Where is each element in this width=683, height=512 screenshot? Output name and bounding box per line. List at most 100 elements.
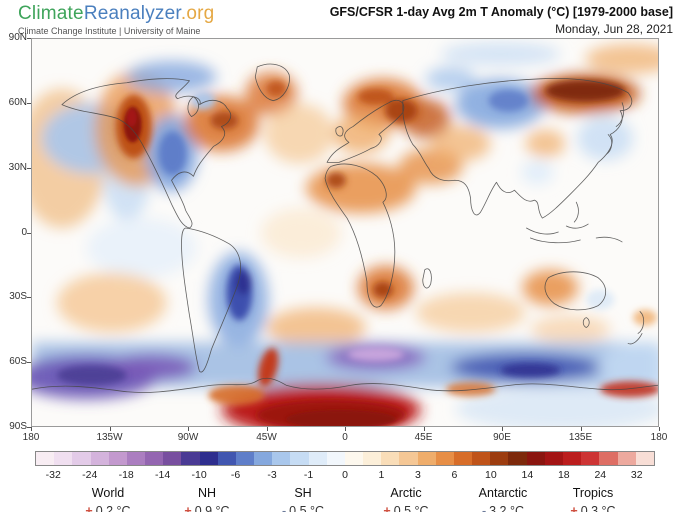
colorbar-segment (581, 452, 600, 465)
colorbar-segment (435, 452, 454, 465)
lon-axis-label: 90E (493, 432, 511, 443)
lat-axis-label: 0 (21, 226, 27, 238)
lon-axis-label: 45W (256, 432, 277, 443)
colorbar-segment (562, 452, 582, 465)
stat-anomaly-value: +0.2 °C (85, 504, 130, 512)
lon-axis-label: 0 (342, 432, 348, 443)
colorbar-segment (217, 452, 236, 465)
colorbar-tick-label: -32 (45, 469, 61, 481)
colorbar-tick-label: -3 (267, 469, 277, 481)
stat-anomaly-sign: + (184, 504, 192, 512)
lat-axis-label: 90N (8, 32, 27, 43)
colorbar-segment (526, 452, 545, 465)
lon-axis-tick (188, 427, 189, 431)
stat-anomaly-number: 0.2 °C (95, 504, 131, 512)
stat-item: Arctic +0.5 °C (383, 486, 428, 512)
lon-axis-label: 180 (22, 432, 40, 443)
colorbar-segment (272, 452, 291, 465)
logo-part-org: .org (180, 3, 215, 24)
colorbar-segment (599, 452, 618, 465)
colorbar-segment (199, 452, 218, 465)
colorbar-tick-label: 24 (594, 469, 607, 481)
lon-axis-tick (580, 427, 582, 431)
lat-axis-label: 30N (8, 161, 27, 173)
lon-axis-tick (266, 427, 268, 431)
colorbar-tick-label: 18 (557, 469, 570, 481)
colorbar-tick-label: -24 (82, 469, 98, 481)
lat-axis-label: 60S (9, 356, 27, 368)
colorbar-segment (381, 452, 400, 465)
colorbar (35, 451, 655, 466)
colorbar-segment (417, 452, 436, 465)
colorbar-tick-label: 32 (630, 469, 643, 481)
stat-anomaly-number: 0.5 °C (393, 504, 429, 512)
stat-anomaly-value: -0.5 °C (282, 504, 324, 512)
colorbar-segment (254, 452, 273, 465)
lat-axis-label: 90S (9, 421, 27, 432)
lat-axis-tick (27, 297, 31, 299)
lon-axis-tick (345, 427, 346, 431)
colorbar-tick-label: -18 (118, 469, 134, 481)
world-anomaly-map (32, 39, 658, 426)
colorbar-segment (453, 452, 473, 465)
colorbar-tick-label: -1 (303, 469, 314, 481)
lat-axis-tick (27, 362, 31, 364)
stat-item: Tropics +0.3 °C (570, 486, 615, 512)
lon-axis-tick (659, 427, 660, 431)
colorbar-segment (544, 452, 563, 465)
lat-axis-tick (27, 427, 31, 428)
lon-axis-label: 90W (177, 432, 199, 443)
map-frame (31, 38, 659, 427)
colorbar-segment (163, 452, 182, 465)
lat-axis-label: 60N (8, 96, 27, 108)
chart-date: Monday, Jun 28, 2021 (555, 22, 673, 36)
colorbar-segment (54, 452, 73, 465)
stat-anomaly-sign: - (481, 504, 487, 512)
colorbar-segment (90, 452, 109, 465)
stat-region-label: World (91, 486, 125, 500)
lon-axis-label: 135W (96, 432, 123, 443)
colorbar-segment (181, 452, 200, 465)
colorbar-tick-label: -6 (230, 469, 241, 481)
site-logo-text: ClimateReanalyzer.org (18, 3, 214, 25)
colorbar-tick-label: -14 (155, 469, 171, 481)
stat-anomaly-sign: - (281, 504, 287, 512)
stat-anomaly-sign: + (85, 504, 93, 512)
stat-region-label: Arctic (390, 486, 422, 500)
stat-anomaly-number: 0.3 °C (580, 504, 616, 512)
stat-anomaly-value: +0.9 °C (184, 504, 229, 512)
colorbar-segment (399, 452, 418, 465)
colorbar-segment (472, 452, 491, 465)
coastlines (32, 63, 658, 393)
stat-item: NH +0.9 °C (184, 486, 229, 512)
colorbar-tick-label: -10 (191, 469, 207, 481)
colorbar-segment (36, 452, 55, 465)
colorbar-tick-label: 6 (451, 469, 458, 481)
lat-axis-tick (27, 167, 31, 169)
stat-region-label: NH (197, 486, 217, 500)
stat-region-label: Tropics (572, 486, 614, 500)
lon-axis-tick (502, 427, 503, 431)
logo-part-reanalyzer: Reanalyzer (83, 3, 181, 24)
colorbar-segment (145, 452, 164, 465)
stat-item: World +0.2 °C (85, 486, 130, 512)
lon-axis-label: 45E (414, 432, 433, 443)
colorbar-tick-label: 10 (485, 469, 497, 481)
lon-axis-tick (31, 427, 32, 431)
stat-item: SH -0.5 °C (282, 486, 324, 512)
stat-anomaly-value: +0.5 °C (383, 504, 428, 512)
site-logo[interactable]: ClimateReanalyzer.org Climate Change Ins… (18, 3, 214, 36)
colorbar-tick-label: 3 (415, 469, 421, 481)
lon-axis-tick (109, 427, 111, 431)
colorbar-segment (235, 452, 255, 465)
colorbar-tick-label: 1 (378, 469, 385, 481)
stat-region-label: Antarctic (478, 486, 528, 500)
stat-anomaly-sign: + (570, 504, 578, 512)
colorbar-tick-label: 14 (521, 469, 534, 481)
colorbar-segment (635, 452, 654, 465)
stat-anomaly-number: 3.2 °C (489, 504, 525, 512)
lon-axis-tick (423, 427, 425, 431)
lat-axis-tick (27, 38, 31, 39)
lat-axis-tick (27, 102, 31, 104)
colorbar-segment (126, 452, 146, 465)
